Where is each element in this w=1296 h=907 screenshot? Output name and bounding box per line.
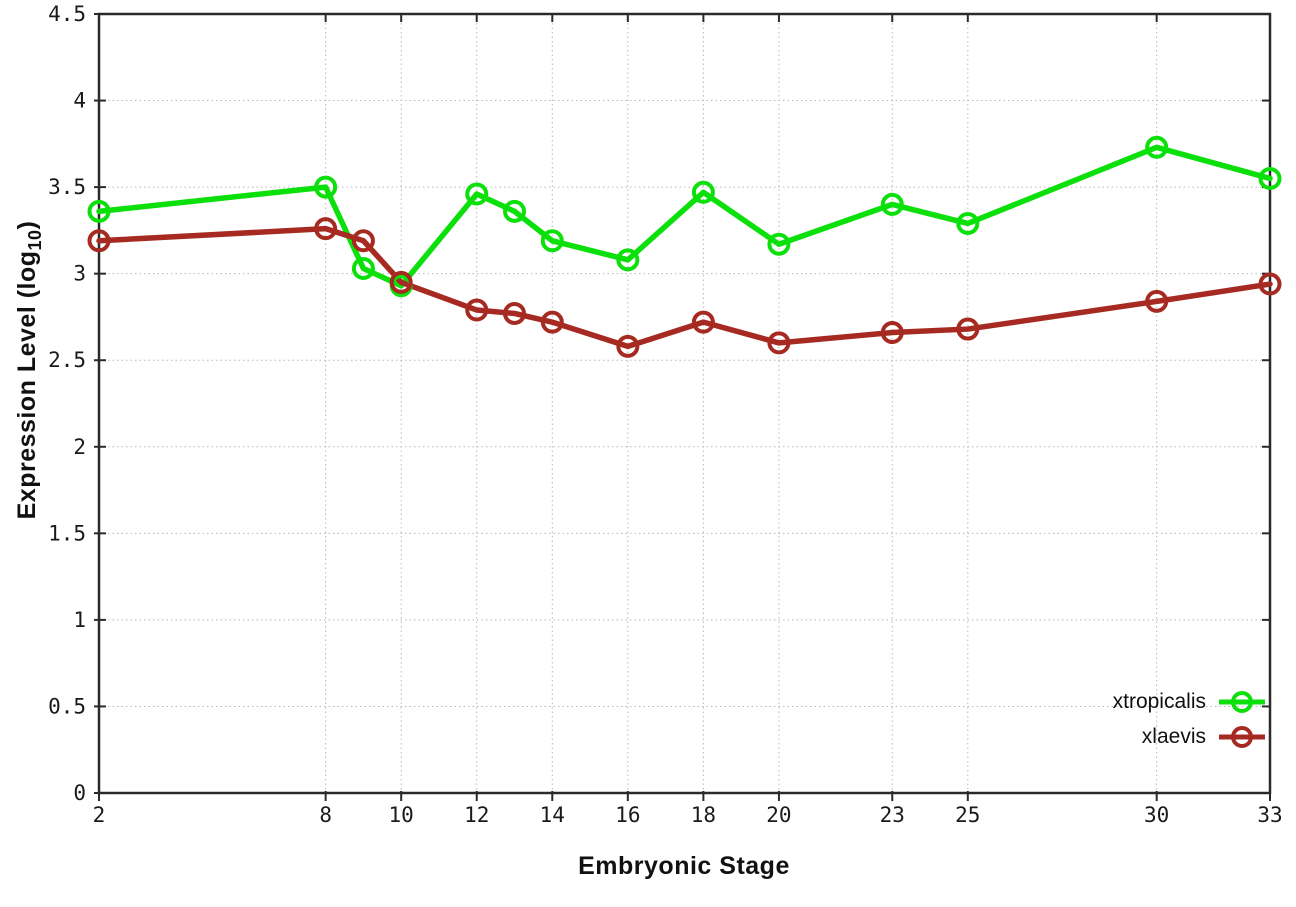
x-tick-label-8: 8 <box>319 803 332 827</box>
marker-xlaevis-stage-2 <box>87 229 111 253</box>
x-axis-title: Embryonic Stage <box>578 852 790 880</box>
marker-xtropicalis-stage-8 <box>314 175 338 199</box>
x-tick-label-10: 10 <box>389 803 414 827</box>
marker-xlaevis-stage-20 <box>767 331 791 355</box>
x-tick-label-30: 30 <box>1144 803 1169 827</box>
x-tick-label-25: 25 <box>955 803 980 827</box>
series-line-xtropicalis <box>96 144 1273 289</box>
x-tick-label-33: 33 <box>1257 803 1282 827</box>
legend-label-xtropicalis: xtropicalis <box>1112 690 1206 713</box>
marker-xlaevis-stage-14 <box>540 310 564 334</box>
marker-xlaevis-stage-10 <box>389 270 413 294</box>
x-tick-label-2: 2 <box>93 803 106 827</box>
marker-xlaevis-stage-16 <box>616 334 640 358</box>
marker-xtropicalis-stage-20 <box>767 232 791 256</box>
marker-xtropicalis-stage-2 <box>87 199 111 223</box>
plot-border <box>97 12 1272 795</box>
marker-xtropicalis-stage-13 <box>503 199 527 223</box>
x-tick-label-23: 23 <box>880 803 905 827</box>
marker-xtropicalis-stage-14 <box>540 229 564 253</box>
x-tick-label-14: 14 <box>540 803 565 827</box>
y-tick-label-0: 0 <box>73 781 86 805</box>
marker-xtropicalis-stage-9 <box>351 256 375 280</box>
y-tick-label-4.5: 4.5 <box>48 2 86 26</box>
marker-xtropicalis-stage-16 <box>616 248 640 272</box>
x-tick-label-20: 20 <box>766 803 791 827</box>
y-tick-label-2: 2 <box>73 435 86 459</box>
marker-xtropicalis-stage-25 <box>956 211 980 235</box>
x-tick-label-16: 16 <box>615 803 640 827</box>
y-axis-title: Expression Level (log10) <box>10 90 45 650</box>
y-axis-title-subscript: 10 <box>25 229 45 251</box>
y-tick-label-0.5: 0.5 <box>48 694 86 718</box>
marker-xlaevis-stage-33 <box>1258 272 1282 296</box>
y-tick-label-1: 1 <box>73 608 86 632</box>
legend-item-xlaevis: xlaevis <box>1142 721 1268 753</box>
marker-xlaevis-stage-18 <box>691 310 715 334</box>
legend-sample-line-icon <box>1219 726 1265 748</box>
marker-xlaevis-stage-23 <box>880 321 904 345</box>
marker-xtropicalis-stage-30 <box>1145 135 1169 159</box>
series-line-xlaevis <box>96 225 1273 350</box>
legend-sample-line-icon <box>1219 691 1265 713</box>
legend: xtropicalis xlaevis <box>1113 686 1268 753</box>
x-tick-label-12: 12 <box>464 803 489 827</box>
marker-xlaevis-stage-9 <box>351 229 375 253</box>
y-tick-label-3: 3 <box>73 262 86 286</box>
marker-xlaevis-stage-25 <box>956 317 980 341</box>
marker-xtropicalis-stage-12 <box>465 182 489 206</box>
legend-item-xtropicalis: xtropicalis <box>1113 686 1268 718</box>
marker-xlaevis-stage-30 <box>1145 289 1169 313</box>
y-axis-title-text: Expression Level (log <box>13 250 41 520</box>
marker-xlaevis-stage-12 <box>465 298 489 322</box>
y-tick-label-2.5: 2.5 <box>48 348 86 372</box>
marker-xlaevis-stage-13 <box>503 301 527 325</box>
marker-xtropicalis-stage-18 <box>691 180 715 204</box>
legend-label-xlaevis: xlaevis <box>1141 725 1206 748</box>
y-tick-label-3.5: 3.5 <box>48 175 86 199</box>
marker-xtropicalis-stage-23 <box>880 192 904 216</box>
marker-xlaevis-stage-8 <box>314 217 338 241</box>
x-tick-label-18: 18 <box>691 803 716 827</box>
y-axis-title-suffix: ) <box>13 220 41 230</box>
y-tick-label-4: 4 <box>73 89 86 113</box>
marker-xtropicalis-stage-33 <box>1258 166 1282 190</box>
y-tick-label-1.5: 1.5 <box>48 521 86 545</box>
